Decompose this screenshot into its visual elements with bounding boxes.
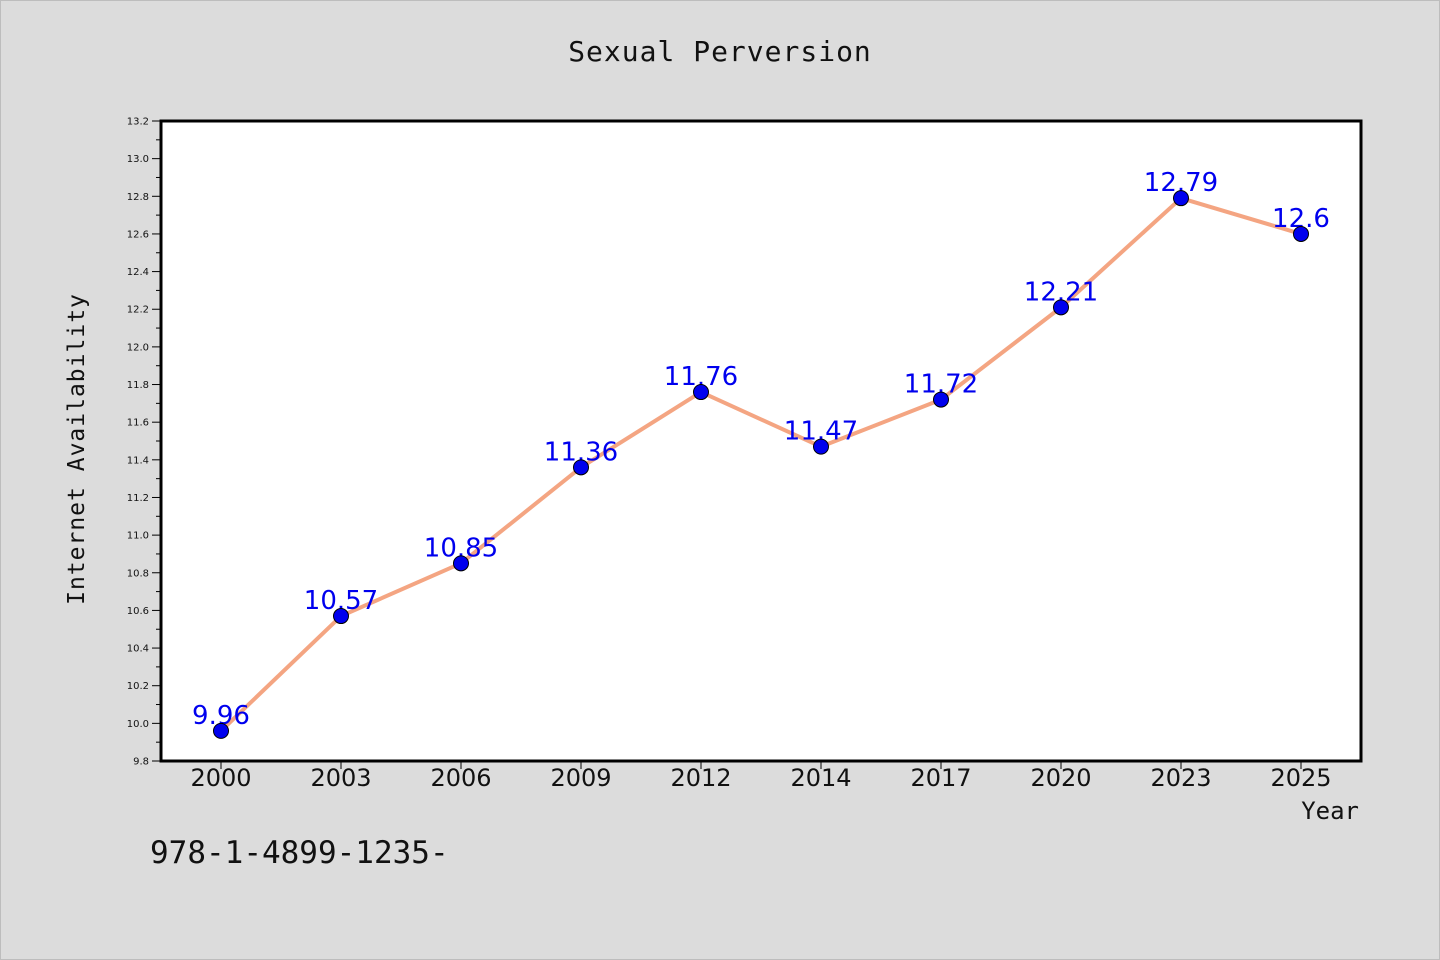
y-tick-label: 12.0 xyxy=(127,342,149,353)
y-tick-label: 10.8 xyxy=(127,568,149,579)
data-point xyxy=(453,555,469,572)
x-tick-label: 2017 xyxy=(910,764,971,792)
x-tick-label: 2012 xyxy=(670,764,731,792)
y-tick-label: 13.0 xyxy=(127,154,149,165)
data-point xyxy=(573,459,589,476)
x-tick-label: 2006 xyxy=(430,764,491,792)
data-point xyxy=(1293,225,1309,242)
y-tick-label: 11.0 xyxy=(127,531,149,542)
y-tick-label: 12.8 xyxy=(127,192,149,203)
data-point xyxy=(693,384,709,401)
x-tick-label: 2020 xyxy=(1030,764,1091,792)
data-point xyxy=(813,438,829,455)
y-tick-label: 10.6 xyxy=(127,606,149,617)
chart-title: Sexual Perversion xyxy=(568,35,872,68)
y-tick-label: 10.4 xyxy=(127,644,149,655)
y-tick-label: 13.2 xyxy=(127,117,149,128)
plot-area xyxy=(159,119,1363,763)
data-point xyxy=(933,391,949,408)
series-line xyxy=(219,196,1302,733)
data-point xyxy=(1053,299,1069,316)
y-tick-label: 11.6 xyxy=(127,418,149,429)
x-tick-label: 2025 xyxy=(1270,764,1331,792)
x-tick-label: 2023 xyxy=(1150,764,1211,792)
x-tick-label: 2000 xyxy=(190,764,251,792)
y-tick-label: 9.8 xyxy=(133,757,149,768)
x-tick-label: 2014 xyxy=(790,764,851,792)
y-tick-label: 11.4 xyxy=(127,455,149,466)
y-tick-label: 10.0 xyxy=(127,719,149,730)
data-point xyxy=(333,608,349,625)
y-tick-label: 12.2 xyxy=(127,305,149,316)
footnote-text: 978-1-4899-1235- xyxy=(150,835,449,871)
data-point xyxy=(1173,190,1189,207)
y-tick-label: 10.2 xyxy=(127,681,149,692)
y-tick-label: 12.4 xyxy=(127,267,149,278)
x-tick-label: 2009 xyxy=(550,764,611,792)
x-axis-label: Year xyxy=(1301,797,1359,825)
data-point xyxy=(213,722,229,739)
x-tick-label: 2003 xyxy=(310,764,371,792)
y-tick-label: 12.6 xyxy=(127,229,149,240)
y-tick-label: 11.8 xyxy=(127,380,149,391)
y-tick-label: 11.2 xyxy=(127,493,149,504)
